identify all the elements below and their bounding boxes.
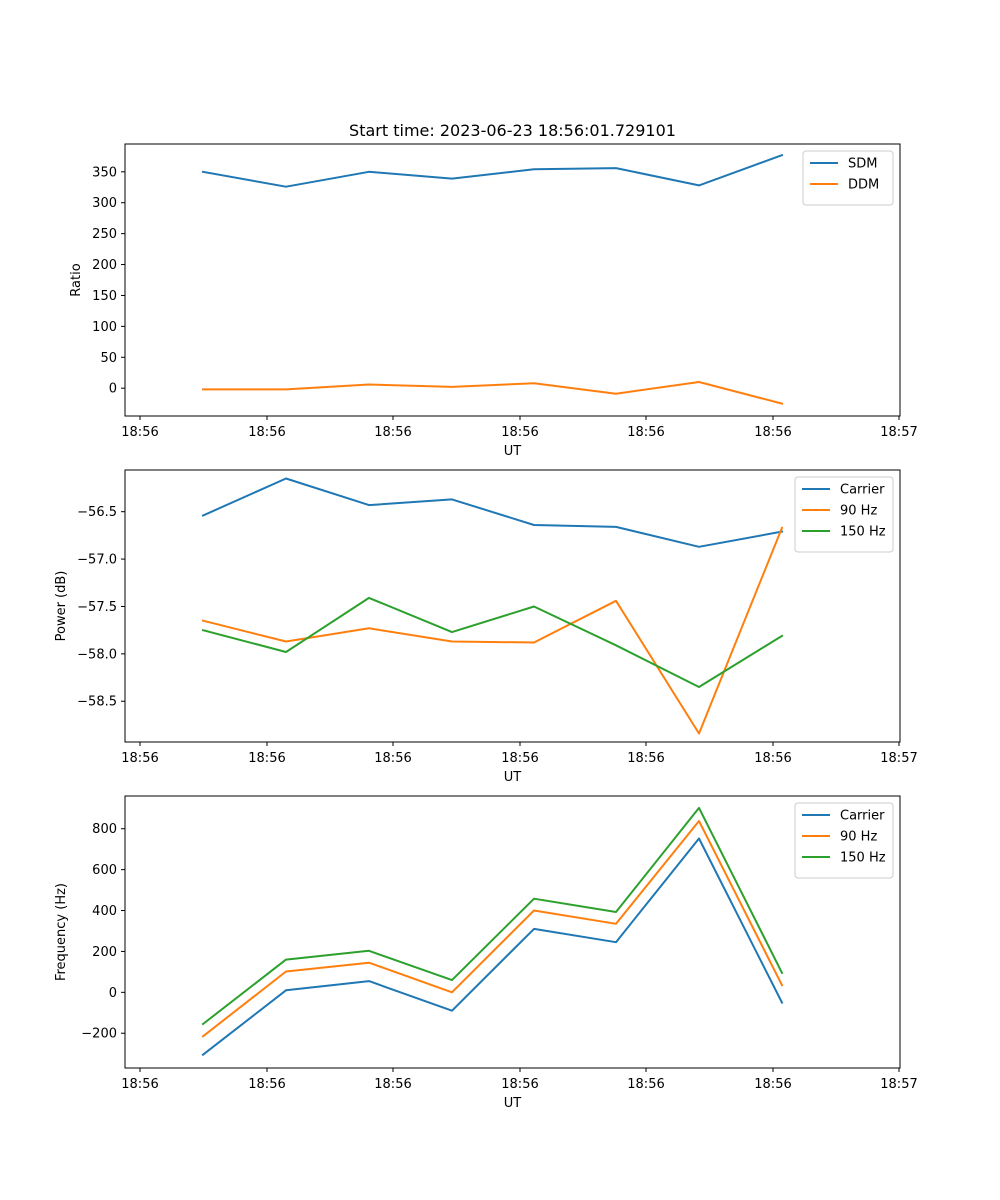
- y-tick-label: −57.5: [77, 600, 117, 615]
- x-tick-label: 18:56: [627, 751, 664, 766]
- legend: Carrier 90 Hz 150 Hz: [794, 802, 894, 879]
- y-tick-label: 250: [92, 227, 117, 242]
- y-tick-label: 800: [92, 822, 117, 837]
- legend-box: [794, 802, 894, 879]
- x-tick-label: 18:56: [501, 751, 538, 766]
- x-tick-label: 18:57: [880, 1077, 917, 1092]
- x-tick-label: 18:56: [501, 425, 538, 440]
- chart-title: Start time: 2023-06-23 18:56:01.729101: [349, 121, 676, 140]
- series-line-ddm: [202, 381, 784, 405]
- axes-frame: [124, 143, 901, 417]
- x-tick-label: 18:56: [501, 1077, 538, 1092]
- series-line-90-hz: [201, 820, 784, 1038]
- x-tick-label: 18:56: [754, 1077, 791, 1092]
- y-tick-label: 150: [92, 289, 117, 304]
- y-tick-label: 100: [92, 320, 117, 335]
- y-tick-label: −56.5: [77, 505, 117, 520]
- series-line-150-hz: [201, 596, 784, 688]
- legend-box: [794, 476, 894, 553]
- x-tick-label: 18:56: [627, 1077, 664, 1092]
- x-tick-label: 18:57: [880, 751, 917, 766]
- legend-label: 150 Hz: [840, 525, 886, 540]
- x-tick-label: 18:56: [627, 425, 664, 440]
- y-tick-label: 600: [92, 863, 117, 878]
- x-tick-label: 18:56: [248, 1077, 285, 1092]
- x-tick-label: 18:56: [121, 425, 158, 440]
- y-tick-label: 300: [92, 196, 117, 211]
- legend-box: [802, 150, 894, 206]
- legend-label: 90 Hz: [840, 830, 877, 845]
- y-tick-label: 350: [92, 165, 117, 180]
- y-axis-label: Power (dB): [54, 571, 69, 642]
- x-tick-label: 18:56: [248, 751, 285, 766]
- legend: SDM DDM: [802, 150, 894, 206]
- series-line-sdm: [201, 153, 784, 188]
- y-tick-label: 200: [92, 258, 117, 273]
- x-tick-label: 18:56: [754, 425, 791, 440]
- y-tick-label: 200: [92, 945, 117, 960]
- legend-label: DDM: [848, 178, 879, 193]
- chart-panel-3: −200 0 200 400 600 800 18:56 18:56 18:56 18:56 18:…: [54, 795, 918, 1111]
- series-line-150-hz: [201, 806, 784, 1026]
- y-tick-label: 50: [100, 351, 117, 366]
- x-tick-label: 18:56: [248, 425, 285, 440]
- x-tick-label: 18:56: [374, 1077, 411, 1092]
- series-line-carrier: [201, 837, 784, 1057]
- x-tick-label: 18:56: [754, 751, 791, 766]
- legend-label: Carrier: [840, 483, 885, 498]
- y-tick-label: −200: [81, 1027, 117, 1042]
- x-axis-label: UT: [504, 444, 522, 459]
- legend-label: SDM: [848, 157, 877, 172]
- legend: Carrier 90 Hz 150 Hz: [794, 476, 894, 553]
- axes-frame: [124, 469, 901, 743]
- x-axis-label: UT: [504, 770, 522, 785]
- y-tick-label: −58.5: [77, 695, 117, 710]
- x-tick-label: 18:57: [880, 425, 917, 440]
- y-tick-label: 0: [109, 382, 117, 397]
- y-tick-label: 0: [109, 986, 117, 1001]
- y-axis-label: Ratio: [69, 263, 84, 296]
- legend-label: Carrier: [840, 809, 885, 824]
- x-tick-label: 18:56: [121, 751, 158, 766]
- series-line-carrier: [201, 477, 784, 548]
- x-tick-label: 18:56: [374, 751, 411, 766]
- legend-label: 90 Hz: [840, 504, 877, 519]
- chart-panel-1: Start time: 2023-06-23 18:56:01.729101 0 5…: [69, 121, 918, 459]
- legend-label: 150 Hz: [840, 851, 886, 866]
- x-tick-label: 18:56: [121, 1077, 158, 1092]
- y-axis-label: Frequency (Hz): [54, 883, 69, 981]
- y-tick-label: 400: [92, 904, 117, 919]
- series-line-90-hz: [201, 526, 784, 735]
- x-axis-label: UT: [504, 1096, 522, 1111]
- chart-panel-2: −56.5 −57.0 −57.5 −58.0 −58.5 18:56 18:56 18:56…: [54, 469, 918, 785]
- x-tick-label: 18:56: [374, 425, 411, 440]
- y-tick-label: −57.0: [77, 553, 117, 568]
- y-tick-label: −58.0: [77, 647, 117, 662]
- axes-frame: [124, 795, 901, 1069]
